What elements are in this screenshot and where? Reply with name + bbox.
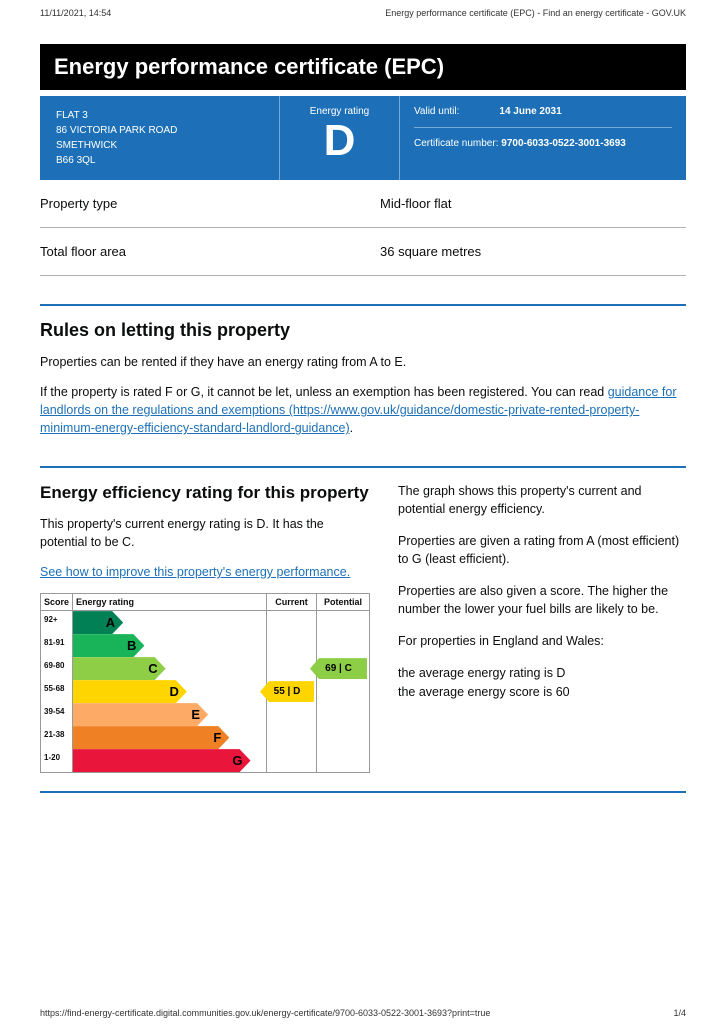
band-bar-cell: E bbox=[73, 703, 267, 726]
averages-desc: the average energy rating is D the avera… bbox=[398, 664, 686, 700]
band-bar-cell: C bbox=[73, 657, 267, 680]
valid-until-label: Valid until: bbox=[414, 106, 459, 117]
section-divider bbox=[40, 466, 686, 468]
current-cell bbox=[267, 611, 317, 634]
letting-text: If the property is rated F or G, it cann… bbox=[40, 385, 608, 399]
property-type-value: Mid-floor flat bbox=[380, 196, 686, 211]
avg-rating: the average energy rating is D bbox=[398, 666, 565, 680]
potential-cell bbox=[317, 611, 369, 634]
potential-marker: 69 | C bbox=[310, 658, 367, 679]
summary-panel: FLAT 3 86 VICTORIA PARK ROAD SMETHWICK B… bbox=[40, 96, 686, 180]
cert-number-value: 9700-6033-0522-3001-3693 bbox=[501, 138, 626, 149]
cert-number-label: Certificate number: bbox=[414, 138, 498, 149]
address-line: B66 3QL bbox=[56, 153, 263, 168]
band-bar: C bbox=[73, 657, 166, 680]
improve-link[interactable]: See how to improve this property's energ… bbox=[40, 565, 350, 579]
floor-area-value: 36 square metres bbox=[380, 244, 686, 259]
energy-rating-letter: D bbox=[280, 119, 399, 163]
rating-range-desc: Properties are given a rating from A (mo… bbox=[398, 532, 686, 568]
chart-band-row: 21-38F bbox=[41, 726, 369, 749]
letting-para-1: Properties can be rented if they have an… bbox=[40, 353, 686, 371]
band-bar: A bbox=[73, 611, 123, 634]
band-score: 81-91 bbox=[41, 634, 73, 657]
potential-cell bbox=[317, 726, 369, 749]
floor-area-label: Total floor area bbox=[40, 244, 380, 259]
efficiency-para: This property's current energy rating is… bbox=[40, 515, 370, 551]
band-score: 39-54 bbox=[41, 703, 73, 726]
band-bar-cell: A bbox=[73, 611, 267, 634]
band-score: 92+ bbox=[41, 611, 73, 634]
letting-heading: Rules on letting this property bbox=[40, 320, 686, 341]
chart-band-row: 81-91B bbox=[41, 634, 369, 657]
page-number: 1/4 bbox=[673, 1008, 686, 1018]
chart-head-band: Energy rating bbox=[73, 594, 267, 611]
certificate-block: Valid until: 14 June 2031 Certificate nu… bbox=[400, 96, 686, 180]
chart-band-row: 39-54E bbox=[41, 703, 369, 726]
band-score: 69-80 bbox=[41, 657, 73, 680]
current-marker: 55 | D bbox=[260, 681, 314, 702]
address-line: 86 VICTORIA PARK ROAD bbox=[56, 123, 263, 138]
current-cell bbox=[267, 634, 317, 657]
chart-band-row: 1-20G bbox=[41, 749, 369, 772]
address-line: FLAT 3 bbox=[56, 108, 263, 123]
print-timestamp: 11/11/2021, 14:54 bbox=[40, 8, 111, 18]
band-score: 1-20 bbox=[41, 749, 73, 772]
current-cell bbox=[267, 726, 317, 749]
potential-cell bbox=[317, 749, 369, 772]
band-bar-cell: D bbox=[73, 680, 267, 703]
address-line: SMETHWICK bbox=[56, 138, 263, 153]
current-cell bbox=[267, 657, 317, 680]
section-divider bbox=[40, 791, 686, 793]
avg-score: the average energy score is 60 bbox=[398, 685, 570, 699]
band-bar: B bbox=[73, 634, 144, 657]
page-title: Energy performance certificate (EPC) bbox=[40, 44, 686, 90]
band-bar: G bbox=[73, 749, 251, 772]
efficiency-heading: Energy efficiency rating for this proper… bbox=[40, 482, 370, 503]
chart-head-potential: Potential bbox=[317, 594, 369, 611]
energy-rating-chart: Score Energy rating Current Potential 92… bbox=[40, 593, 370, 773]
potential-cell bbox=[317, 703, 369, 726]
print-page-title: Energy performance certificate (EPC) - F… bbox=[385, 8, 686, 18]
current-cell bbox=[267, 703, 317, 726]
graph-desc: The graph shows this property's current … bbox=[398, 482, 686, 518]
chart-band-row: 55-68D 55 | D bbox=[41, 680, 369, 703]
energy-rating-block: Energy rating D bbox=[280, 96, 400, 180]
valid-until-value: 14 June 2031 bbox=[499, 106, 561, 117]
property-type-label: Property type bbox=[40, 196, 380, 211]
letting-para-2: If the property is rated F or G, it cann… bbox=[40, 383, 686, 437]
band-bar: E bbox=[73, 703, 208, 726]
band-bar-cell: B bbox=[73, 634, 267, 657]
chart-head-current: Current bbox=[267, 594, 317, 611]
chart-head-score: Score bbox=[41, 594, 73, 611]
band-score: 55-68 bbox=[41, 680, 73, 703]
potential-cell bbox=[317, 634, 369, 657]
potential-cell bbox=[317, 680, 369, 703]
letting-text: . bbox=[350, 421, 353, 435]
chart-band-row: 92+A bbox=[41, 611, 369, 634]
footer-url: https://find-energy-certificate.digital.… bbox=[40, 1008, 490, 1018]
region-desc: For properties in England and Wales: bbox=[398, 632, 686, 650]
address-block: FLAT 3 86 VICTORIA PARK ROAD SMETHWICK B… bbox=[40, 96, 280, 180]
potential-cell: 69 | C bbox=[317, 657, 369, 680]
band-bar-cell: F bbox=[73, 726, 267, 749]
score-desc: Properties are also given a score. The h… bbox=[398, 582, 686, 618]
current-cell: 55 | D bbox=[267, 680, 317, 703]
current-cell bbox=[267, 749, 317, 772]
summary-table: Property type Mid-floor flat Total floor… bbox=[40, 180, 686, 276]
band-bar: D bbox=[73, 680, 187, 703]
section-divider bbox=[40, 304, 686, 306]
band-bar-cell: G bbox=[73, 749, 267, 772]
chart-band-row: 69-80C 69 | C bbox=[41, 657, 369, 680]
band-score: 21-38 bbox=[41, 726, 73, 749]
band-bar: F bbox=[73, 726, 229, 749]
